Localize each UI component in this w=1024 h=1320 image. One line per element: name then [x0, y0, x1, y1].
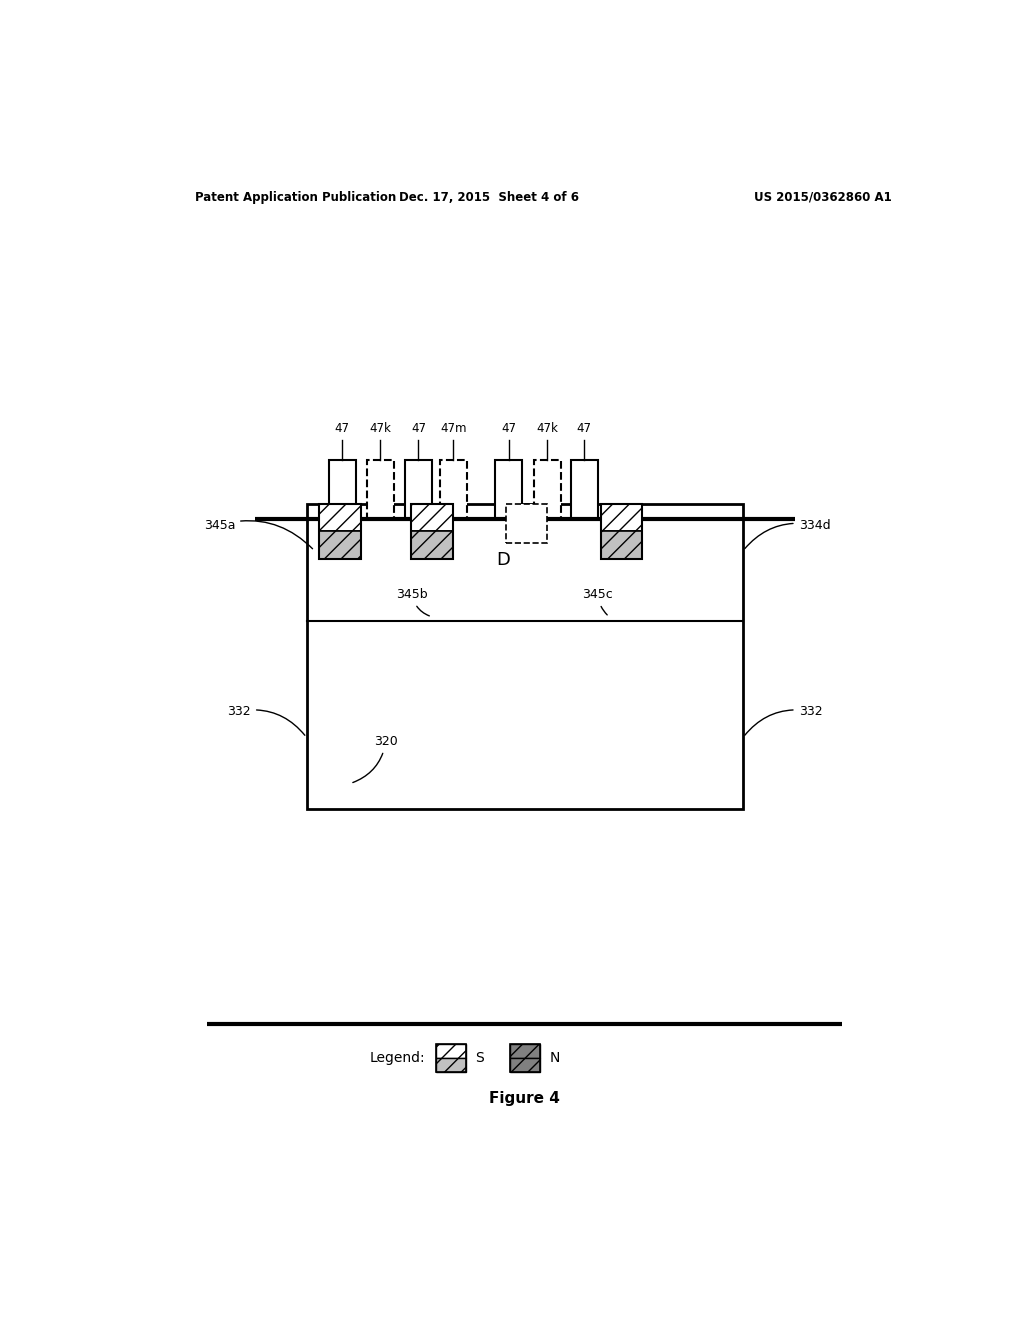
Bar [436, 1044, 466, 1072]
Bar [510, 1044, 540, 1057]
Text: 47: 47 [502, 422, 516, 434]
Text: 47m: 47m [440, 422, 467, 434]
Bar [329, 461, 355, 519]
Text: N: N [550, 1051, 560, 1065]
Bar [506, 504, 547, 543]
Text: US 2015/0362860 A1: US 2015/0362860 A1 [754, 190, 891, 203]
Text: 345b: 345b [396, 589, 429, 616]
Text: 47k: 47k [370, 422, 391, 434]
Text: Figure 4: Figure 4 [489, 1092, 560, 1106]
Text: 47: 47 [577, 422, 592, 434]
Text: 332: 332 [227, 705, 305, 735]
Bar [496, 461, 522, 519]
Bar [436, 1057, 466, 1072]
Text: 332: 332 [744, 705, 822, 735]
Text: 334d: 334d [744, 519, 830, 549]
Text: 345c: 345c [583, 589, 613, 615]
Text: S: S [475, 1051, 484, 1065]
Bar [436, 1044, 466, 1057]
Text: Dec. 17, 2015  Sheet 4 of 6: Dec. 17, 2015 Sheet 4 of 6 [399, 190, 580, 203]
Bar [367, 461, 394, 519]
Text: 47: 47 [411, 422, 426, 434]
Text: 47: 47 [335, 422, 350, 434]
Bar [601, 532, 642, 558]
Bar [510, 1057, 540, 1072]
Text: Legend:: Legend: [370, 1051, 426, 1065]
Bar [404, 461, 432, 519]
Text: Patent Application Publication: Patent Application Publication [196, 190, 396, 203]
Bar [440, 461, 467, 519]
Bar [510, 1044, 540, 1072]
Bar [319, 504, 360, 532]
Bar [306, 504, 743, 809]
Text: D: D [496, 550, 510, 569]
Bar [412, 504, 453, 532]
Bar [570, 461, 598, 519]
Bar [601, 504, 642, 558]
Bar [319, 504, 360, 558]
Text: 320: 320 [353, 735, 397, 783]
Bar [601, 504, 642, 532]
Bar [412, 504, 453, 558]
Text: 345a: 345a [204, 519, 312, 549]
Bar [534, 461, 560, 519]
Text: 47k: 47k [537, 422, 558, 434]
Bar [412, 532, 453, 558]
Bar [319, 532, 360, 558]
